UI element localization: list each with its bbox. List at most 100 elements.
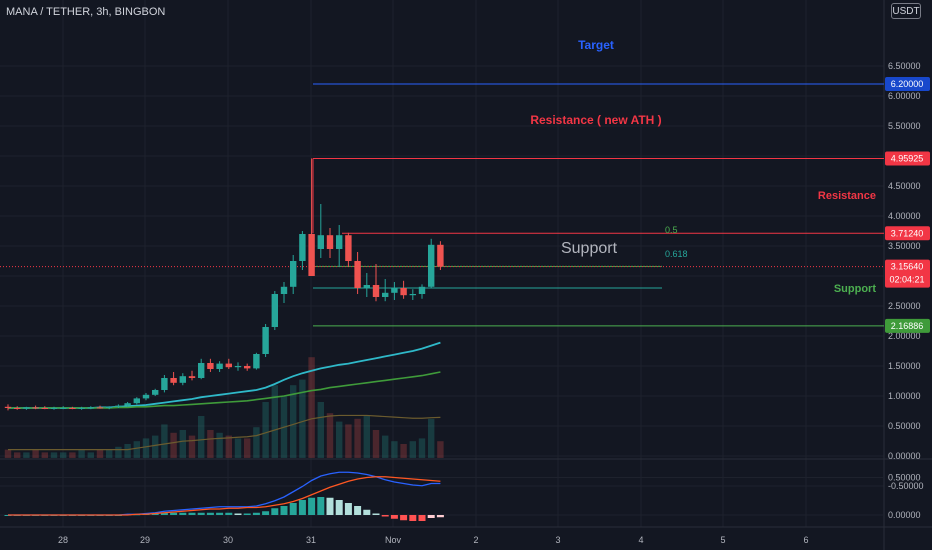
- candle-body: [78, 408, 85, 409]
- time-axis[interactable]: 28 29 30 31 Nov 2 3 4 5 6: [58, 535, 809, 545]
- volume-bar: [262, 402, 269, 458]
- candle-body: [354, 261, 361, 288]
- candle-body: [14, 408, 21, 409]
- macd-histogram-bar: [418, 515, 426, 521]
- candle-body: [179, 376, 186, 383]
- volume-bar: [244, 438, 251, 458]
- macd-histogram-bar: [271, 508, 279, 515]
- volume-bar: [290, 385, 297, 458]
- candle-body: [4, 406, 12, 408]
- annotations: Target Resistance ( new ATH ) Resistance…: [530, 38, 876, 295]
- candle-body: [234, 366, 242, 368]
- price-tick-label: 2.00000: [888, 331, 921, 341]
- price-tick-label: 6.00000: [888, 91, 921, 101]
- volume-bars: [4, 357, 444, 458]
- volume-bar: [207, 430, 214, 458]
- candle-body: [188, 376, 196, 378]
- price-tick-label: 0.50000: [888, 421, 921, 431]
- volume-bar: [188, 435, 196, 458]
- volume-bar: [216, 432, 223, 458]
- candle-body: [32, 407, 39, 409]
- candle-body: [317, 235, 324, 249]
- macd-histogram-bar: [400, 515, 408, 521]
- time-tick-label: 28: [58, 535, 68, 545]
- macd-signal-line: [8, 476, 441, 516]
- macd-tick-label: 0.50000: [888, 473, 921, 483]
- time-tick-label: 30: [223, 535, 233, 545]
- candles[interactable]: [4, 158, 444, 411]
- price-tick-label: 4.00000: [888, 211, 921, 221]
- volume-bar: [428, 418, 435, 458]
- macd-histogram-bar: [317, 497, 325, 515]
- volume-bar: [299, 379, 306, 458]
- macd-histogram-bar: [354, 506, 362, 515]
- volume-bar: [317, 402, 324, 458]
- candle-body: [280, 286, 288, 294]
- volume-bar: [14, 452, 21, 458]
- volume-bar: [87, 452, 94, 458]
- volume-bar: [326, 413, 334, 458]
- candle-body: [437, 244, 444, 267]
- price-tag: [885, 151, 930, 166]
- macd-histogram-bar: [335, 500, 343, 515]
- macd-histogram-bar: [225, 512, 233, 515]
- macd-histogram-bar: [363, 509, 371, 515]
- price-tick-label: 4.50000: [888, 181, 921, 191]
- volume-bar: [336, 421, 343, 458]
- volume-bar: [198, 416, 205, 458]
- macd-histogram-bar: [289, 503, 297, 515]
- candle-body: [363, 285, 370, 288]
- price-tick-label: 3.50000: [888, 241, 921, 251]
- volume-bar: [106, 449, 113, 458]
- macd-histogram-bar: [381, 515, 389, 517]
- candle-body: [115, 405, 122, 407]
- macd-histogram-bar: [409, 515, 417, 521]
- candle-body: [69, 408, 76, 409]
- price-tick-label: 5.50000: [888, 121, 921, 131]
- volume-bar: [142, 438, 150, 458]
- annotation-support-mid: Support: [561, 240, 618, 257]
- volume-bar: [308, 357, 315, 458]
- macd-histogram-bar: [243, 513, 251, 515]
- volume-bar: [253, 427, 260, 458]
- annotation-resistance-ath: Resistance ( new ATH ): [530, 113, 661, 127]
- candle-body: [418, 286, 426, 294]
- macd-histogram-bar: [326, 497, 334, 515]
- candle-body: [96, 407, 104, 409]
- candle-body: [345, 235, 352, 261]
- volume-bar: [400, 444, 407, 458]
- volume-bar: [78, 449, 85, 458]
- annotation-target: Target: [578, 38, 614, 52]
- volume-bar: [133, 441, 140, 458]
- macd-histogram-bar: [252, 512, 260, 515]
- macd-histogram-bar: [427, 515, 435, 518]
- volume-bar: [391, 441, 398, 458]
- volume-bar: [345, 424, 352, 458]
- macd-histogram-bar: [216, 512, 224, 515]
- candle-body: [225, 363, 232, 368]
- price-axis[interactable]: 6.500006.000005.500005.000004.500004.000…: [885, 61, 930, 491]
- macd-tick-label: 0.00000: [888, 510, 921, 520]
- macd-histogram-bar: [280, 506, 288, 515]
- volume-ma-line: [8, 414, 441, 451]
- candle-body: [262, 327, 269, 354]
- volume-bar: [152, 435, 159, 458]
- candle-body: [207, 363, 214, 369]
- volume-bar: [409, 441, 416, 458]
- price-tag-label: 2.16886: [891, 321, 924, 331]
- price-tag: [885, 318, 930, 333]
- candle-body: [106, 406, 113, 408]
- macd-histogram-bar: [372, 513, 380, 515]
- volume-bar: [161, 424, 168, 458]
- price-tag: [885, 259, 930, 288]
- candle-body: [60, 408, 67, 409]
- time-tick-label: 2: [473, 535, 478, 545]
- currency-button[interactable]: USDT: [891, 3, 921, 19]
- macd-histogram-bar: [206, 512, 214, 515]
- candle-body: [382, 292, 389, 297]
- candle-body: [336, 235, 343, 249]
- price-tag: [885, 226, 930, 241]
- volume-bar: [32, 449, 39, 458]
